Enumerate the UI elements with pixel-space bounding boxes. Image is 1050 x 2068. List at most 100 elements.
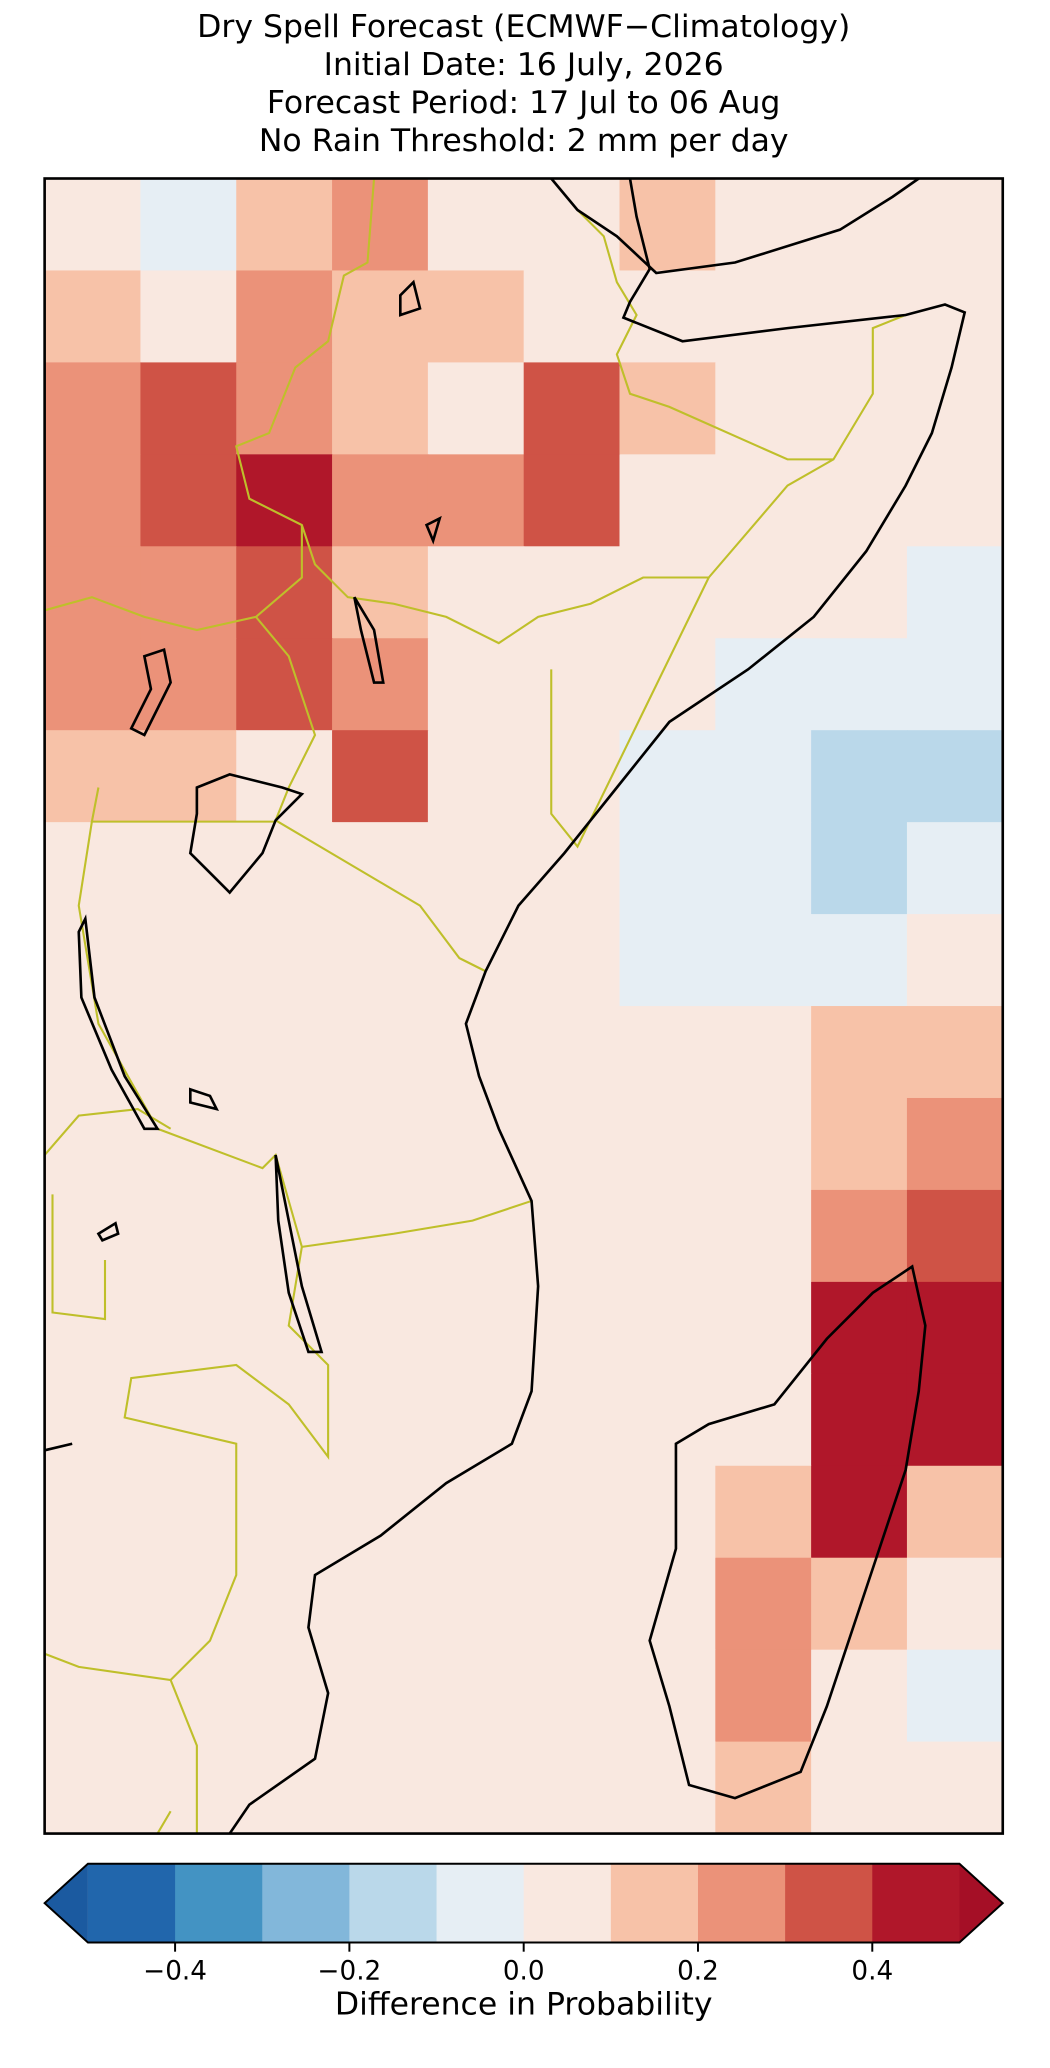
grid-cell (715, 454, 812, 547)
grid-cell (427, 1189, 525, 1283)
grid-cell (811, 1649, 908, 1743)
grid-cell (906, 822, 1004, 915)
grid-cell (44, 454, 142, 547)
grid-cell (523, 914, 621, 1007)
grid-cell (140, 1189, 237, 1283)
grid-cell (523, 730, 621, 823)
grid-cell (906, 1189, 1004, 1283)
colorbar-label: Difference in Probability (335, 1987, 713, 2023)
grid-cell (140, 546, 237, 639)
grid-cell (236, 1741, 333, 1835)
grid-cell (236, 638, 333, 731)
grid-cell (619, 546, 716, 639)
grid-cell (332, 178, 429, 272)
colorbar-segment (262, 1863, 351, 1943)
grid-cell (523, 822, 621, 915)
grid-cell (906, 362, 1004, 456)
grid-cell (906, 1465, 1004, 1559)
grid-cell (811, 454, 908, 547)
colorbar-over-arrow (959, 1863, 1003, 1943)
grid-cell (619, 1097, 716, 1191)
grid-cell (332, 1006, 429, 1099)
grid-cell (236, 270, 333, 364)
grid-cell (811, 638, 908, 731)
grid-cell (619, 1006, 716, 1099)
grid-cell (44, 1649, 142, 1743)
colorbar-segment (872, 1863, 961, 1943)
grid-cell (715, 1097, 812, 1191)
title-line: Initial Date: 16 July, 2026 (324, 47, 724, 83)
grid-cell (619, 914, 716, 1007)
grid-cell (619, 1649, 716, 1743)
grid-cell (427, 1097, 525, 1191)
grid-cell (619, 178, 716, 272)
grid-cell (715, 546, 812, 639)
grid-cell (140, 1097, 237, 1191)
grid-cell (523, 1097, 621, 1191)
grid-cell (236, 1465, 333, 1559)
grid-cell (715, 1189, 812, 1283)
grid-cell (715, 638, 812, 731)
grid-cell (140, 270, 237, 364)
grid-cell (332, 270, 429, 364)
grid-cell (236, 1097, 333, 1191)
grid-cell (427, 1649, 525, 1743)
grid-cell (906, 730, 1004, 823)
grid-cell (236, 1649, 333, 1743)
grid-cell (906, 1097, 1004, 1191)
grid-cell (332, 546, 429, 639)
grid-cell (427, 1557, 525, 1651)
grid-cell (906, 1649, 1004, 1743)
grid-cell (619, 1373, 716, 1467)
grid-cell (906, 1741, 1004, 1835)
grid-cell (619, 1465, 716, 1559)
grid-cell (140, 1465, 237, 1559)
grid-cell (44, 1097, 142, 1191)
grid-cell (523, 178, 621, 272)
colorbar-tick-label: 0.4 (851, 1956, 893, 1986)
grid-cell (715, 1557, 812, 1651)
grid-cell (44, 270, 142, 364)
grid-cell (811, 1741, 908, 1835)
grid-cell (332, 1465, 429, 1559)
grid-cell (427, 546, 525, 639)
colorbar-segment (349, 1863, 438, 1943)
grid-cell (140, 1741, 237, 1835)
grid-cell (427, 1373, 525, 1467)
grid-cell (811, 1097, 908, 1191)
grid-cell (811, 1465, 908, 1559)
grid-cell (523, 1649, 621, 1743)
grid-cell (332, 1373, 429, 1467)
grid-cell (427, 1281, 525, 1375)
grid-cell (427, 822, 525, 915)
grid-cell (427, 1465, 525, 1559)
colorbar-tick-label: 0.0 (503, 1956, 545, 1986)
grid-cell (523, 454, 621, 547)
colorbar-under-arrow (44, 1863, 88, 1943)
grid-cell (619, 454, 716, 547)
grid-cell (906, 914, 1004, 1007)
grid-cell (332, 1097, 429, 1191)
grid-cell (236, 178, 333, 272)
grid-cell (427, 1741, 525, 1835)
grid-cell (44, 822, 142, 915)
colorbar-segment (785, 1863, 873, 1943)
grid-cell (44, 730, 142, 823)
grid-cell (715, 1373, 812, 1467)
grid-cell (236, 730, 333, 823)
grid-cell (715, 178, 812, 272)
grid-cell (619, 822, 716, 915)
grid-cell (715, 1649, 812, 1743)
grid-cell (811, 1373, 908, 1467)
grid-cell (715, 914, 812, 1007)
grid-cell (332, 1741, 429, 1835)
grid-cell (906, 546, 1004, 639)
grid-cell (811, 178, 908, 272)
grid-cell (906, 178, 1004, 272)
grid-cell (715, 1006, 812, 1099)
grid-cell (619, 270, 716, 364)
grid-cell (332, 362, 429, 456)
grid-cell (236, 1006, 333, 1099)
